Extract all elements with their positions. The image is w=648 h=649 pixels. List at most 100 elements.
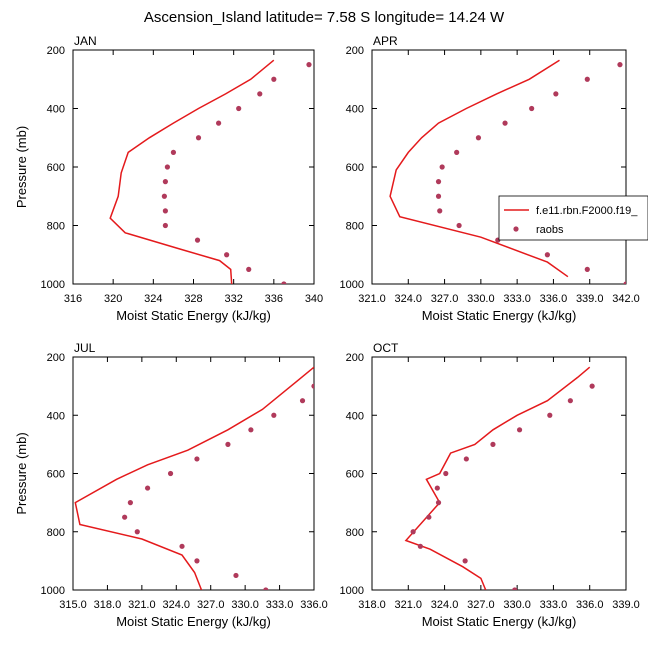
raobs-point — [236, 105, 242, 112]
raobs-point — [456, 222, 462, 229]
raobs-point — [271, 412, 277, 418]
legend-model-label: f.e11.rbn.F2000.f19_ — [536, 205, 638, 217]
raobs-point — [617, 62, 623, 68]
x-tick-label: 324.0 — [395, 293, 423, 305]
x-tick-label: 333.0 — [503, 293, 531, 305]
raobs-point — [434, 485, 440, 491]
x-tick-label: 321.0 — [128, 599, 156, 611]
raobs-point — [194, 456, 200, 462]
model-line — [109, 59, 275, 284]
y-tick-label: 200 — [47, 352, 65, 364]
x-tick-label: 339.0 — [612, 599, 640, 611]
raobs-point — [512, 587, 518, 590]
raobs-point — [306, 62, 312, 68]
raobs-point — [179, 543, 185, 549]
x-axis-label: Moist Static Energy (kJ/kg) — [422, 308, 577, 323]
panel-label: APR — [373, 34, 398, 48]
plot-data — [109, 59, 312, 284]
raobs-point — [529, 105, 535, 112]
raobs-point — [162, 208, 168, 214]
raobs-point — [257, 91, 263, 97]
x-tick-label: 320 — [104, 293, 122, 305]
raobs-point — [311, 383, 314, 389]
plot-frame — [72, 356, 315, 591]
raobs-point — [281, 281, 287, 284]
raobs-point — [475, 135, 482, 141]
y-tick-label: 400 — [346, 410, 364, 422]
raobs-point — [194, 558, 200, 564]
raobs-point — [233, 572, 239, 579]
plot-data — [74, 366, 314, 590]
x-tick-label: 321.0 — [395, 599, 423, 611]
x-tick-label: 333.0 — [540, 599, 568, 611]
raobs-point — [454, 149, 460, 155]
raobs-point — [263, 587, 269, 590]
y-axis-label: Pressure (mb) — [14, 126, 29, 208]
y-tick-label: 800 — [47, 221, 65, 233]
raobs-point — [584, 76, 590, 82]
x-tick-label: 330.0 — [503, 599, 531, 611]
raobs-point — [167, 470, 174, 477]
raobs-point — [271, 76, 277, 82]
y-tick-label: 1000 — [41, 279, 65, 291]
x-tick-label: 327.0 — [431, 293, 459, 305]
x-axis-label: Moist Static Energy (kJ/kg) — [422, 614, 577, 629]
raobs-point — [417, 543, 423, 549]
x-tick-label: 336.0 — [300, 599, 328, 611]
raobs-point — [567, 398, 573, 404]
plot-frame — [72, 49, 315, 285]
y-tick-label: 200 — [346, 45, 364, 57]
raobs-point — [134, 529, 140, 535]
plot-frame — [371, 49, 627, 285]
x-tick-label: 342.0 — [612, 293, 640, 305]
x-tick-label: 324.0 — [163, 599, 191, 611]
raobs-point — [216, 120, 222, 126]
raobs-point — [426, 514, 432, 520]
plot-data — [404, 366, 595, 590]
x-tick-label: 336 — [265, 293, 283, 305]
y-tick-label: 800 — [47, 527, 65, 539]
panel-oct: OCT 318.0 321.0 324.0 327.0 330.0 333.0 336.0 33… — [340, 341, 640, 629]
x-axis-label: Moist Static Energy (kJ/kg) — [116, 308, 271, 323]
panel-jan: JAN 316 320 324 328 332 336 340 200 400 600 800 1000… — [14, 34, 323, 323]
x-tick-label: 336.0 — [576, 599, 604, 611]
raobs-point — [516, 427, 523, 433]
raobs-point — [435, 500, 442, 506]
x-tick-label: 318.0 — [94, 599, 122, 611]
model-line — [389, 59, 569, 278]
model-line — [74, 366, 314, 590]
raobs-point — [490, 441, 496, 447]
raobs-point — [195, 135, 202, 141]
y-tick-label: 600 — [47, 162, 65, 174]
x-tick-label: 315.0 — [59, 599, 87, 611]
panel-label: JUL — [74, 341, 96, 355]
x-tick-label: 318.0 — [358, 599, 386, 611]
y-tick-label: 600 — [346, 469, 364, 481]
x-tick-label: 327.0 — [197, 599, 225, 611]
x-tick-label: 324 — [144, 293, 162, 305]
y-tick-label: 1000 — [41, 585, 65, 597]
legend-obs-label: raobs — [536, 224, 564, 236]
x-tick-label: 327.0 — [467, 599, 495, 611]
raobs-point — [161, 193, 167, 199]
raobs-point — [547, 412, 553, 418]
x-axis-label: Moist Static Energy (kJ/kg) — [116, 614, 271, 629]
y-tick-label: 800 — [346, 221, 364, 233]
raobs-point — [164, 164, 170, 170]
x-tick-label: 332 — [224, 293, 242, 305]
y-tick-label: 600 — [346, 162, 364, 174]
raobs-point — [502, 120, 508, 126]
x-tick-label: 333.0 — [266, 599, 294, 611]
raobs-point — [437, 208, 443, 214]
raobs-point — [462, 558, 468, 564]
y-tick-label: 800 — [346, 527, 364, 539]
panel-apr: APR 321.0 324.0 327.0 330.0 333.0 336.0 339.0 34… — [340, 34, 640, 323]
raobs-point — [194, 237, 201, 243]
raobs-point — [623, 281, 626, 284]
x-tick-label: 330.0 — [467, 293, 495, 305]
raobs-point — [589, 383, 595, 389]
raobs-point — [162, 222, 168, 229]
panel-jul: JUL 315.0 318.0 321.0 324.0 327.0 330.0 333.0 33… — [14, 341, 328, 629]
raobs-point — [144, 485, 151, 491]
